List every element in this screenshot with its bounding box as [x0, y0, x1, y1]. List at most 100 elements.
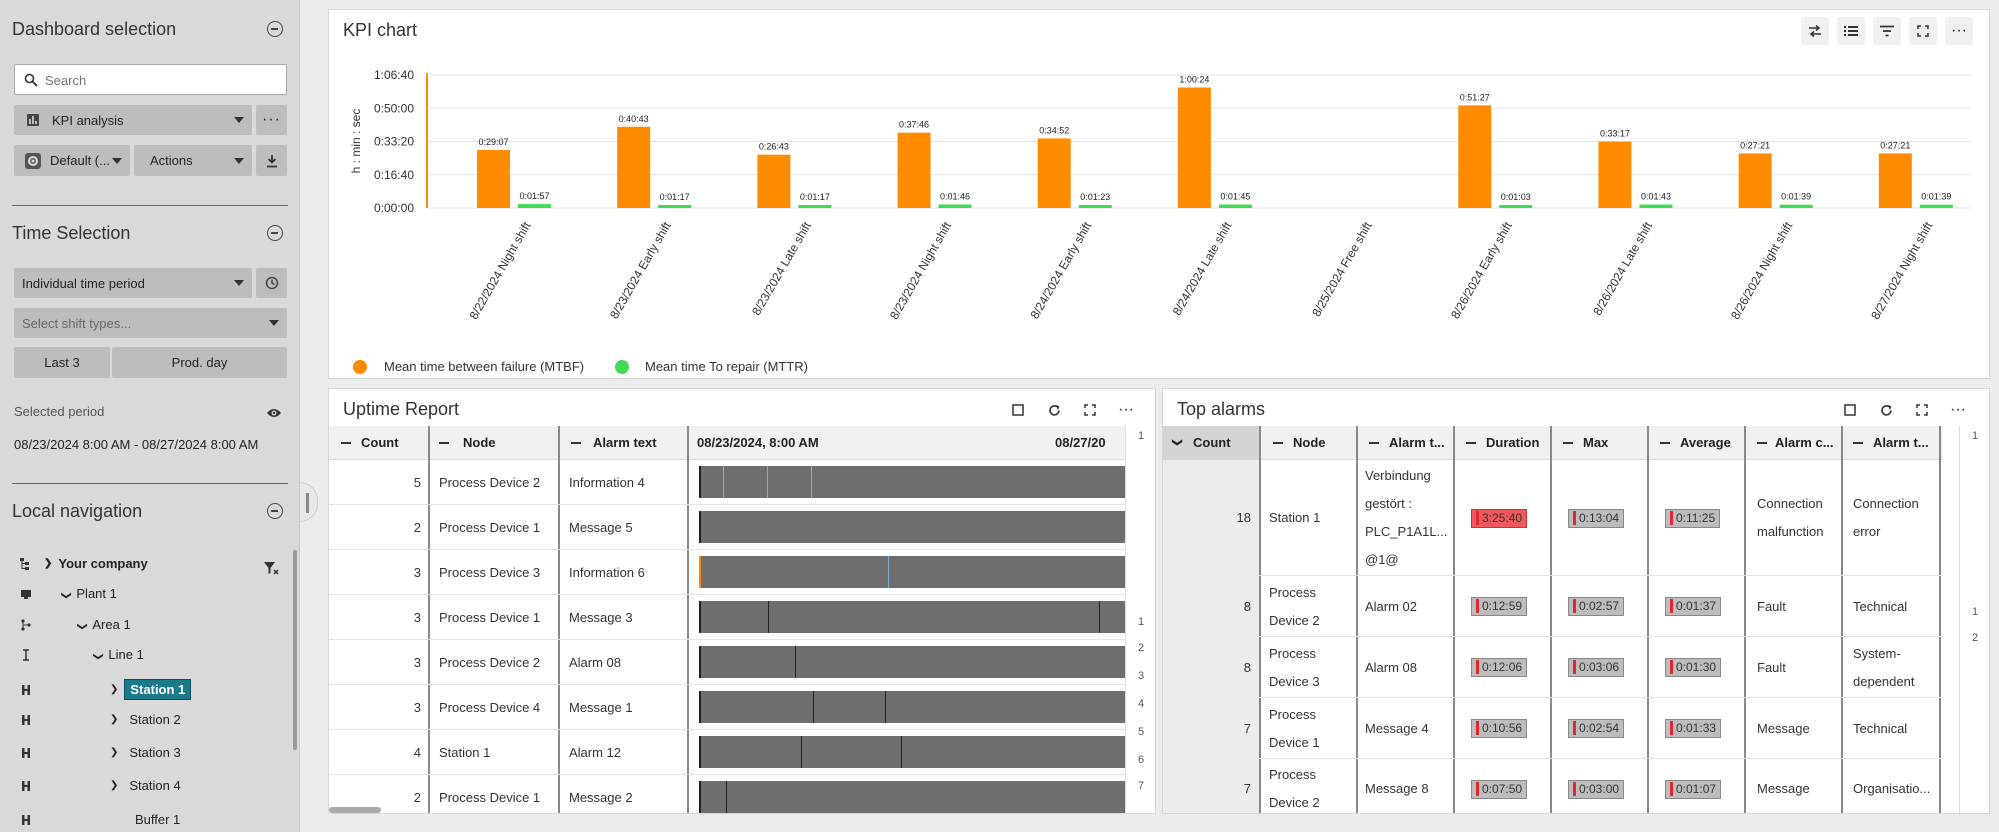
header-count[interactable]: Count: [361, 435, 399, 450]
more-options-button[interactable]: ···: [1112, 396, 1140, 424]
legend-mtbf-label[interactable]: Mean time between failure (MTBF): [384, 359, 585, 374]
table-row[interactable]: 3 Process Device 4 Message 1: [329, 685, 1125, 730]
pager-number[interactable]: 2: [1138, 642, 1145, 654]
minus-icon[interactable]: [439, 441, 449, 444]
header-alarm-text[interactable]: Alarm text: [593, 435, 657, 450]
actions-dropdown[interactable]: Actions: [134, 145, 252, 176]
table-row[interactable]: 18 Station 1 Verbindung gestört : PLC_P1A1…: [1163, 460, 1943, 576]
timeline-bar[interactable]: [699, 466, 1125, 498]
table-row[interactable]: 3 Process Device 1 Message 3: [329, 595, 1125, 640]
pager-number[interactable]: 5: [1138, 726, 1145, 738]
collapse-dashboard-icon[interactable]: [267, 21, 283, 37]
time-mode-dropdown[interactable]: Individual time period: [14, 268, 252, 298]
chevron-right-icon[interactable]: ❯: [110, 714, 119, 725]
tree-item-station-2[interactable]: ❯ Station 2: [20, 712, 181, 727]
chevron-down-icon[interactable]: ❯: [92, 652, 104, 661]
collapse-time-icon[interactable]: [267, 225, 283, 241]
pager-number[interactable]: 3: [1138, 670, 1145, 682]
pager-number[interactable]: 2: [1972, 632, 1979, 644]
header-duration[interactable]: Duration: [1486, 435, 1540, 450]
chevron-right-icon[interactable]: ❯: [110, 684, 119, 695]
more-options-button[interactable]: ···: [1944, 396, 1972, 424]
pager-number[interactable]: 1: [1138, 430, 1145, 442]
timeline-bar[interactable]: [699, 736, 1125, 768]
prod-day-button[interactable]: Prod. day: [112, 347, 287, 378]
chevron-down-icon[interactable]: ❯: [44, 558, 53, 569]
tree-item-buffer-1[interactable]: Buffer 1: [20, 812, 180, 827]
fullscreen-button[interactable]: [1908, 396, 1936, 424]
header-node[interactable]: Node: [463, 435, 496, 450]
pager-number[interactable]: 1: [1138, 616, 1145, 628]
tree-item-station-3[interactable]: ❯ Station 3: [20, 745, 181, 760]
sidebar-splitter[interactable]: [300, 482, 318, 522]
search-input[interactable]: [45, 71, 275, 89]
header-node[interactable]: Node: [1293, 435, 1326, 450]
tree-item-plant-1[interactable]: ❯ Plant 1: [20, 586, 117, 601]
timeline-bar[interactable]: [699, 691, 1125, 723]
minus-icon[interactable]: [1660, 441, 1670, 444]
minus-icon[interactable]: [1563, 441, 1573, 444]
minus-icon[interactable]: [1853, 441, 1863, 444]
pager-number[interactable]: 1: [1972, 430, 1979, 442]
minus-icon[interactable]: [1273, 441, 1283, 444]
refresh-button[interactable]: [1872, 396, 1900, 424]
tree-item-station-4[interactable]: ❯ Station 4: [20, 778, 181, 793]
horizontal-scrollbar[interactable]: [329, 807, 381, 813]
pager-number[interactable]: 6: [1138, 754, 1145, 766]
table-row[interactable]: 7 Process Device 2 Message 8 0:07:50 0:03:00…: [1163, 759, 1943, 813]
dashboard-dropdown[interactable]: KPI analysis: [14, 105, 252, 135]
collapse-navigation-icon[interactable]: [267, 503, 283, 519]
timeline-bar[interactable]: [699, 601, 1125, 633]
header-alarm-type[interactable]: Alarm t...: [1873, 435, 1929, 450]
list-button[interactable]: [1837, 17, 1865, 45]
minus-icon[interactable]: [1757, 441, 1767, 444]
chevron-down-icon[interactable]: ❯: [76, 622, 88, 631]
window-button[interactable]: [1836, 396, 1864, 424]
filter-tree-icon[interactable]: [263, 560, 279, 576]
minus-icon[interactable]: [341, 441, 351, 444]
swap-button[interactable]: [1801, 17, 1829, 45]
more-button[interactable]: ···: [256, 105, 287, 135]
refresh-button[interactable]: [1040, 396, 1068, 424]
header-average[interactable]: Average: [1680, 435, 1731, 450]
history-button[interactable]: [256, 268, 287, 298]
table-row[interactable]: 4 Station 1 Alarm 12: [329, 730, 1125, 775]
chevron-right-icon[interactable]: ❯: [110, 780, 119, 791]
timeline-bar[interactable]: [699, 511, 1125, 543]
header-alarm-text[interactable]: Alarm t...: [1389, 435, 1445, 450]
table-row[interactable]: 3 Process Device 3 Information 6: [329, 550, 1125, 595]
tree-item-area-1[interactable]: ❯ Area 1: [20, 617, 131, 632]
filter-button[interactable]: [1873, 17, 1901, 45]
eye-icon[interactable]: [266, 407, 282, 419]
minus-icon[interactable]: [571, 441, 581, 444]
default-dropdown[interactable]: Default (...: [14, 145, 130, 176]
chevron-right-icon[interactable]: ❯: [110, 747, 119, 758]
sidebar-scrollbar[interactable]: [293, 550, 297, 750]
chevron-down-icon[interactable]: ❯: [60, 591, 72, 600]
minus-icon[interactable]: [1466, 441, 1476, 444]
pager-number[interactable]: 7: [1138, 780, 1145, 792]
table-row[interactable]: 8 Process Device 2 Alarm 02 0:12:59 0:02:57 0…: [1163, 576, 1943, 637]
tree-item-your-company[interactable]: ❯ Your company: [20, 556, 148, 571]
search-field[interactable]: [14, 64, 287, 95]
pager-number[interactable]: 1: [1972, 606, 1979, 618]
tree-item-station-1[interactable]: ❯ Station 1: [20, 679, 192, 700]
pager-number[interactable]: ...: [1138, 808, 1148, 814]
table-row[interactable]: 7 Process Device 1 Message 4 0:10:56 0:02:54…: [1163, 698, 1943, 759]
table-row[interactable]: 8 Process Device 3 Alarm 08 0:12:06 0:03:06 0…: [1163, 637, 1943, 698]
more-options-button[interactable]: ···: [1945, 17, 1973, 45]
tree-item-line-1[interactable]: ❯ Line 1: [20, 647, 144, 662]
table-row[interactable]: 2 Process Device 1 Message 2: [329, 775, 1125, 813]
download-button[interactable]: [256, 145, 287, 176]
header-count[interactable]: Count: [1193, 435, 1231, 450]
minus-icon[interactable]: [1369, 441, 1379, 444]
timeline-bar[interactable]: [699, 781, 1125, 813]
table-row[interactable]: 3 Process Device 2 Alarm 08: [329, 640, 1125, 685]
timeline-bar[interactable]: [699, 646, 1125, 678]
timeline-bar[interactable]: [699, 556, 1125, 588]
table-row[interactable]: 2 Process Device 1 Message 5: [329, 505, 1125, 550]
header-alarm-class[interactable]: Alarm c...: [1775, 435, 1834, 450]
window-button[interactable]: [1004, 396, 1032, 424]
table-row[interactable]: 5 Process Device 2 Information 4: [329, 460, 1125, 505]
shift-types-dropdown[interactable]: Select shift types...: [14, 308, 287, 338]
